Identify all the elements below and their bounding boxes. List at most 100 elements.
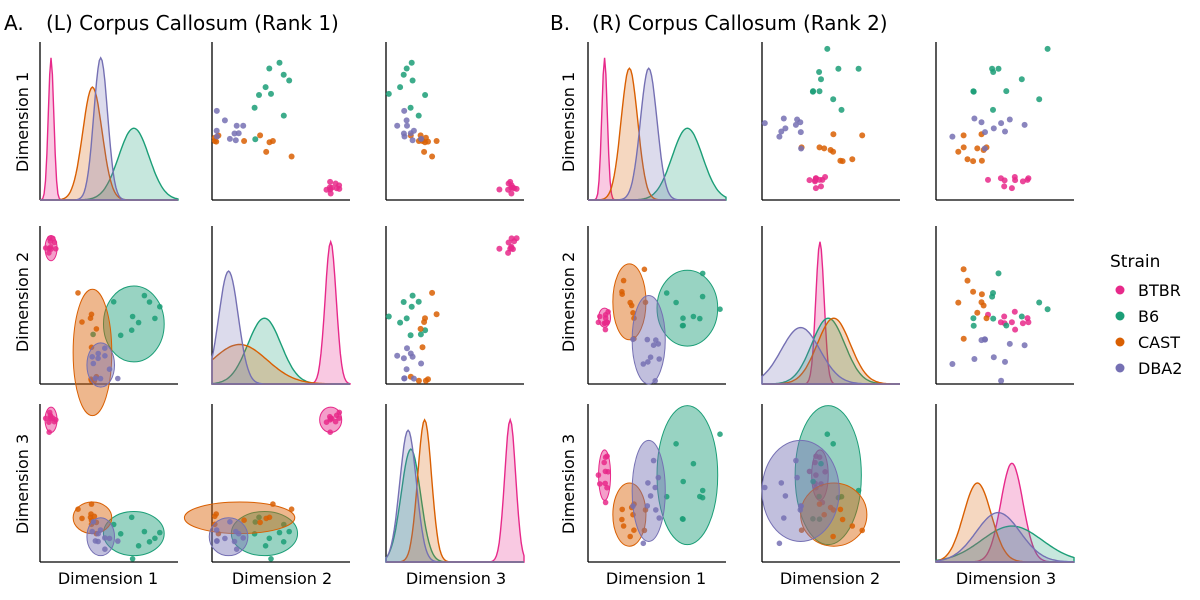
panel-a-point-btbr-1-r1-c3	[496, 186, 503, 193]
panel-a-point-dba2-0-r3-c1	[115, 538, 121, 544]
panel-a-point-dba2-4-r1-c2	[214, 133, 220, 140]
panel-b-point-b6-7-r3-c2	[816, 493, 822, 500]
panel-b-grid	[587, 42, 1075, 563]
panel-b-point-cast-3-r1-c2	[816, 144, 823, 151]
panel-a-cell-r2-c2	[211, 226, 351, 385]
panel-b-col-label-3: Dimension 3	[956, 569, 1056, 588]
panel-a-point-dba2-6-r1-c3	[400, 130, 407, 137]
panel-b-point-cast-3-r2-c3	[983, 315, 990, 322]
panel-a-point-btbr-4-r1-c2	[328, 184, 335, 191]
panel-a-point-cast-3-r2-c1	[88, 344, 95, 351]
panel-a-point-btbr-6-r2-c3	[505, 249, 512, 256]
panel-b-point-cast-7-r1-c3	[960, 144, 967, 151]
panel-b-point-dba2-8-r3-c1	[652, 484, 658, 491]
panel-b-ellipse-cast-r3-c2	[800, 482, 868, 547]
panel-a-point-dba2-7-r2-c1	[102, 353, 108, 359]
panel-a-point-dba2-5-r1-c3	[404, 122, 410, 129]
panel-a-point-b6-3-r2-c3	[397, 319, 404, 326]
panel-a-point-b6-7-r1-c3	[415, 112, 422, 119]
panel-a-letter: A.	[4, 11, 24, 35]
panel-b-point-btbr-2-r3-c1	[602, 480, 608, 487]
panel-a-point-dba2-9-r3-c2	[233, 528, 239, 535]
panel-b-point-cast-3-r3-c2	[816, 501, 823, 507]
panel-b-cell-r1-c3	[935, 42, 1074, 201]
panel-b-point-dba2-5-r2-c1	[656, 356, 662, 362]
panel-a-point-b6-2-r2-c3	[403, 315, 410, 322]
panel-b-row-label-2: Dimension 2	[559, 252, 578, 352]
panel-b-point-btbr-4-r3-c1	[602, 499, 609, 506]
panel-b-point-b6-0-r1-c3	[1044, 45, 1051, 52]
panel-b-point-cast-6-r2-c3	[970, 288, 977, 295]
panel-a-point-b6-7-r3-c2	[281, 521, 287, 528]
panel-a-point-dba2-5-r3-c2	[240, 535, 246, 541]
panel-a-point-btbr-8-r2-c3	[508, 245, 515, 251]
panel-b-point-b6-8-r3-c2	[835, 494, 842, 501]
panel-b-point-dba2-0-r3-c1	[630, 503, 636, 509]
panel-b-point-cast-4-r2-c3	[964, 277, 971, 284]
panel-a-point-dba2-8-r1-c2	[226, 135, 233, 142]
panel-b-point-btbr-0-r2-c3	[1001, 313, 1008, 320]
panel-b-point-cast-6-r3-c1	[619, 516, 625, 523]
panel-a-cell-r2-c1	[39, 226, 178, 417]
panel-b-point-cast-8-r3-c2	[837, 506, 844, 513]
panel-b-point-dba2-1-r1-c2	[792, 121, 799, 128]
panel-a-point-b6-0-r2-c1	[90, 331, 96, 338]
panel-a-point-dba2-9-r3-c1	[89, 528, 95, 535]
panel-a-point-btbr-8-r3-c1	[42, 415, 49, 422]
panel-b-point-dba2-8-r3-c2	[762, 484, 768, 491]
panel-b-point-dba2-7-r3-c1	[647, 493, 654, 499]
panel-b-point-b6-1-r2-c3	[995, 270, 1002, 277]
panel-a-point-cast-9-r2-c1	[88, 311, 95, 318]
panel-a-point-b6-8-r2-c1	[129, 313, 136, 320]
panel-b-point-b6-6-r2-c3	[1003, 322, 1010, 329]
panel-a-ellipse-b6-r2-c1	[102, 285, 165, 363]
panel-b-point-cast-1-r1-c2	[821, 145, 828, 152]
panel-a-point-cast-4-r3-c1	[79, 515, 85, 522]
panel-b-point-cast-4-r1-c3	[964, 156, 971, 163]
panel-b-point-btbr-7-r2-c1	[604, 319, 610, 326]
panel-b-point-btbr-6-r3-c2	[822, 469, 828, 475]
panel-a-point-dba2-3-r3-c1	[97, 527, 104, 533]
panel-b-row-label-3: Dimension 3	[559, 434, 578, 534]
panel-b-point-cast-8-r3-c1	[619, 506, 625, 513]
panel-a-point-dba2-0-r1-c2	[213, 107, 220, 114]
panel-a-point-dba2-6-r3-c1	[95, 538, 101, 545]
panel-a-ellipse-dba2-r3-c1	[86, 517, 116, 557]
panel-a-point-cast-7-r2-c3	[422, 315, 428, 322]
panel-a-point-dba2-5-r2-c1	[102, 345, 108, 352]
panel-b-point-cast-5-r2-c3	[960, 266, 967, 273]
panel-b-point-dba2-1-r2-c1	[650, 342, 657, 349]
panel-b-point-btbr-8-r1-c2	[806, 177, 813, 184]
panel-b-point-b6-9-r1-c2	[816, 88, 823, 95]
panel-b-point-dba2-1-r1-c3	[1021, 121, 1028, 128]
panel-b-point-dba2-4-r1-c3	[949, 133, 956, 140]
panel-b-point-b6-1-r3-c1	[699, 487, 706, 494]
panel-b-point-b6-0-r2-c1	[717, 306, 723, 313]
panel-b-point-btbr-1-r1-c3	[1019, 178, 1026, 185]
legend-item-cast: CAST	[1115, 333, 1180, 352]
panel-a-point-cast-8-r1-c3	[422, 134, 429, 141]
panel-b-point-btbr-9-r3-c1	[595, 472, 602, 478]
panel-b-point-b6-0-r2-c3	[1044, 306, 1051, 313]
panel-b-point-b6-6-r1-c2	[810, 88, 817, 95]
panel-b-title: (R) Corpus Callosum (Rank 2)	[592, 11, 888, 35]
panel-a-point-btbr-8-r1-c2	[327, 190, 334, 197]
panel-a-point-btbr-9-r1-c2	[336, 182, 343, 189]
panel-b-point-btbr-6-r2-c1	[605, 309, 611, 315]
panel-b-point-dba2-0-r1-c2	[798, 145, 805, 152]
panel-b-cell-r2-c1	[587, 226, 726, 385]
panel-a-row-label-2: Dimension 2	[13, 252, 32, 352]
panel-a-point-dba2-2-r2-c1	[95, 350, 101, 357]
panel-b-point-cast-0-r2-c1	[642, 299, 649, 306]
panel-b-ellipse-b6-r3-c1	[656, 405, 719, 546]
panel-b-point-btbr-0-r1-c3	[1001, 183, 1008, 190]
panel-b-point-dba2-0-r2-c1	[630, 336, 636, 343]
panel-b-point-b6-9-r2-c3	[970, 315, 977, 322]
panel-b-point-dba2-8-r1-c2	[761, 120, 768, 127]
panel-a-point-cast-0-r3-c1	[75, 506, 81, 512]
panel-b-ellipse-cast-r3-c1	[612, 482, 647, 547]
panel-a-point-cast-0-r3-c2	[288, 506, 295, 512]
panel-a-point-dba2-0-r1-c3	[401, 107, 408, 114]
panel-b-point-dba2-6-r3-c1	[655, 474, 662, 481]
panel-b-point-dba2-4-r1-c2	[776, 133, 783, 140]
